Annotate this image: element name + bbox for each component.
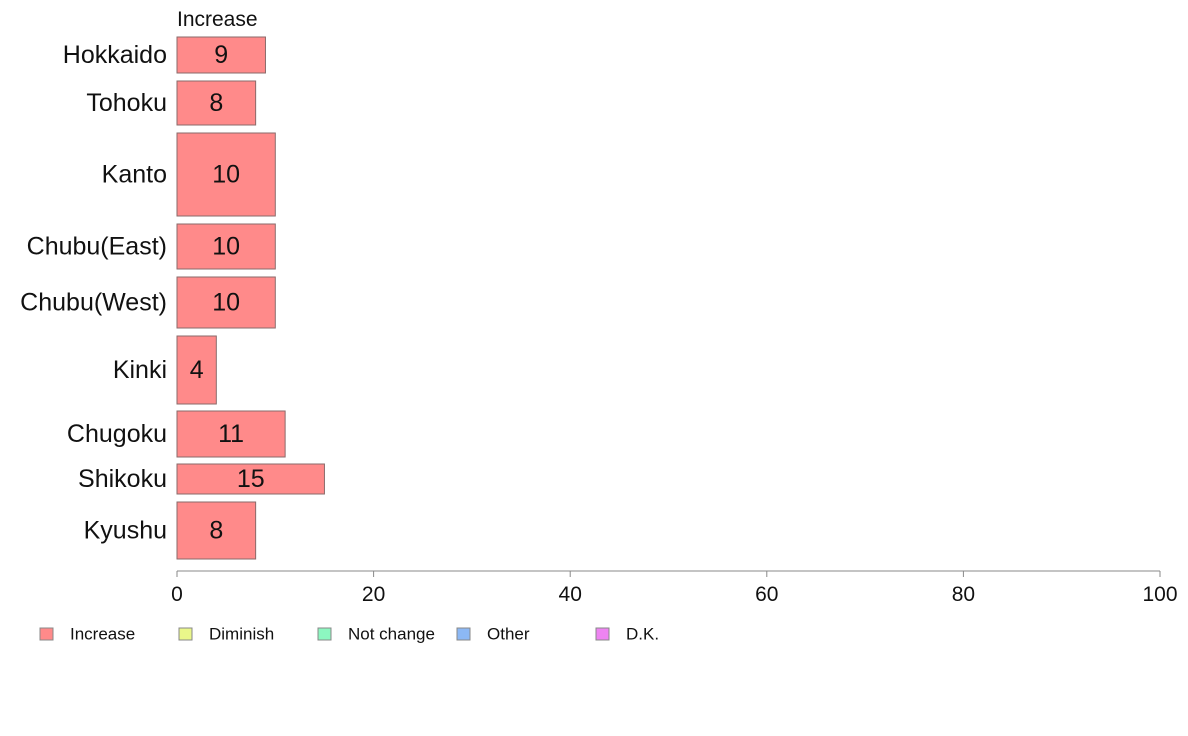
category-label-kyushu: Kyushu [84, 517, 167, 545]
category-label-hokkaido: Hokkaido [63, 41, 167, 69]
legend-swatch-not-change [317, 627, 332, 641]
category-label-shikoku: Shikoku [78, 465, 167, 493]
series-header-label: Increase [177, 8, 258, 31]
legend-label-other: Other [487, 625, 530, 644]
bar-kinki [176, 335, 217, 405]
value-label-shikoku: 15 [237, 465, 265, 493]
legend-label-d-k: D.K. [626, 625, 659, 644]
value-label-kanto: 10 [212, 161, 240, 189]
legend-label-not-change: Not change [348, 625, 435, 644]
x-axis: 0 20 40 60 80 100 [171, 570, 1178, 606]
value-label-tohoku: 8 [209, 89, 223, 117]
bar-shikoku [176, 463, 325, 495]
legend-swatch-diminish [178, 627, 193, 641]
x-tick-label: 40 [559, 583, 582, 606]
bar-chubu-east [176, 223, 276, 270]
legend-label-diminish: Diminish [209, 625, 274, 644]
value-label-hokkaido: 9 [214, 41, 228, 69]
bar-kanto [176, 132, 276, 217]
value-label-chugoku: 11 [218, 420, 244, 448]
legend: Increase Diminish Not change Other D.K. [39, 625, 659, 644]
x-tick-label: 80 [952, 583, 975, 606]
x-tick-label: 100 [1142, 583, 1177, 606]
bar-kyushu [176, 501, 257, 560]
category-label-chubu-west: Chubu(West) [20, 289, 167, 317]
value-label-chubu-east: 10 [212, 233, 240, 261]
value-label-kyushu: 8 [209, 517, 223, 545]
value-label-chubu-west: 10 [212, 289, 240, 317]
x-tick-label: 60 [755, 583, 778, 606]
legend-swatch-d-k [595, 627, 610, 641]
category-label-kanto: Kanto [102, 161, 167, 189]
category-label-chubu-east: Chubu(East) [27, 233, 167, 261]
bar-tohoku [176, 80, 257, 126]
category-label-tohoku: Tohoku [86, 89, 167, 117]
bar-chubu-west [176, 276, 276, 329]
legend-label-increase: Increase [70, 625, 135, 644]
x-tick-label: 0 [171, 583, 183, 606]
bar-hokkaido [176, 36, 266, 74]
legend-swatch-other [456, 627, 471, 641]
category-label-kinki: Kinki [113, 356, 167, 384]
bars-group: Hokkaido 9 Tohoku 8 Kanto 10 Chubu(East) 10 Chub… [20, 36, 325, 560]
value-label-kinki: 4 [190, 356, 204, 384]
category-label-chugoku: Chugoku [67, 420, 167, 448]
x-tick-label: 20 [362, 583, 385, 606]
bar-chugoku [176, 410, 286, 458]
legend-swatch-increase [39, 627, 54, 641]
